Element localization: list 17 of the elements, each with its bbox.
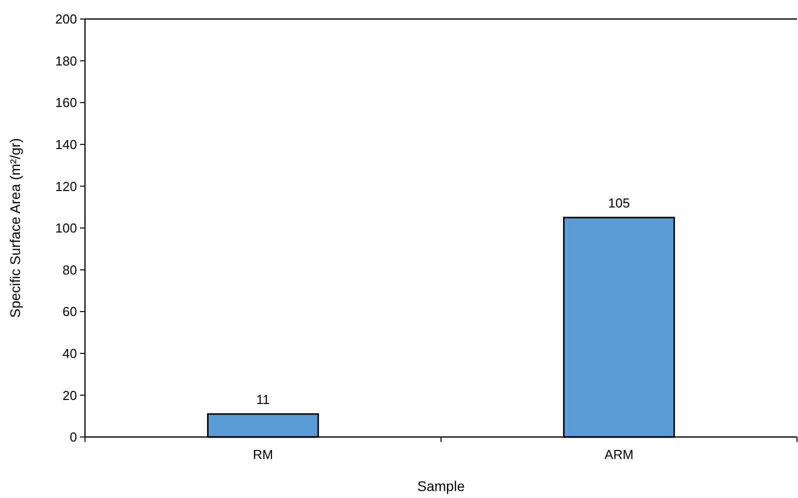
y-axis-title: Specific Surface Area (m²/gr) bbox=[7, 138, 23, 318]
y-tick-label: 160 bbox=[55, 95, 77, 110]
y-tick-label: 120 bbox=[55, 178, 77, 194]
x-axis-title: Sample bbox=[417, 478, 465, 494]
data-label: 105 bbox=[608, 196, 630, 211]
y-tick-label: 40 bbox=[62, 346, 77, 361]
x-tick-label: RM bbox=[252, 447, 274, 462]
y-tick-label: 140 bbox=[55, 136, 77, 152]
y-tick-label: 100 bbox=[55, 220, 77, 236]
y-tick-label: 60 bbox=[62, 304, 77, 320]
y-tick-label: 180 bbox=[55, 53, 77, 68]
y-tick-label: 80 bbox=[62, 262, 77, 278]
x-tick-label: ARM bbox=[604, 447, 634, 462]
y-tick-label: 20 bbox=[62, 388, 77, 403]
y-tick-label: 0 bbox=[70, 430, 77, 445]
data-label: 11 bbox=[256, 392, 270, 408]
y-tick-label: 200 bbox=[55, 12, 77, 27]
